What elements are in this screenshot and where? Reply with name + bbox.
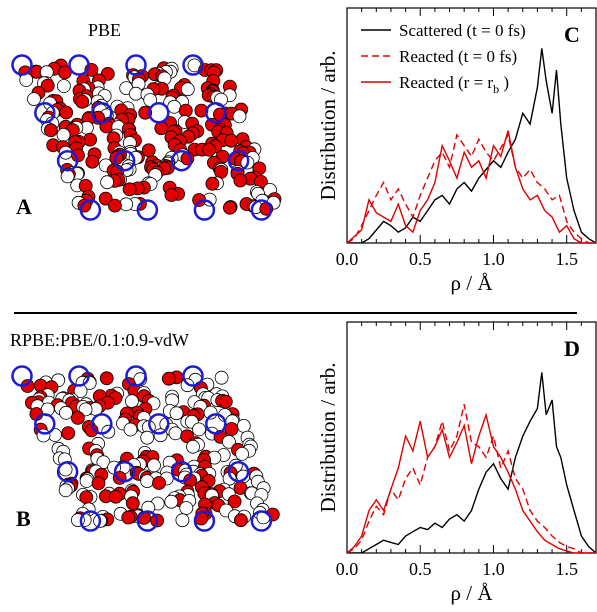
lattice-site — [108, 199, 121, 212]
lattice-site — [153, 477, 166, 490]
legend-label: Reacted (t = 0 fs) — [399, 47, 517, 66]
lattice-site — [123, 183, 136, 196]
legend-label: Scattered (t = 0 fs) — [399, 21, 526, 40]
ring-marker — [149, 103, 168, 122]
lattice-site — [237, 419, 250, 432]
lattice-site — [225, 423, 238, 436]
lattice-site — [86, 155, 99, 168]
series-line-1 — [347, 135, 596, 243]
lattice-site — [84, 133, 97, 146]
lattice-site — [234, 174, 247, 187]
panel-a-title: PBE — [88, 20, 121, 40]
y-axis-label: Distribution / arb. — [316, 51, 340, 201]
lattice-site — [219, 395, 232, 408]
lattice-site — [44, 124, 57, 137]
lattice-site — [215, 371, 228, 384]
y-axis-label: Distribution / arb. — [316, 363, 340, 513]
lattice-site — [165, 495, 178, 508]
lattice-site — [225, 134, 238, 147]
lattice-site — [141, 431, 154, 444]
lattice-site — [176, 514, 189, 527]
x-tick-label: 1.0 — [482, 249, 505, 269]
panel-a-letter: A — [16, 194, 32, 219]
lattice-site — [162, 372, 175, 385]
lattice-site — [57, 80, 70, 93]
series-line-2 — [347, 131, 596, 243]
panel-letter: C — [564, 22, 580, 47]
lattice-site — [92, 477, 105, 490]
lattice-site — [109, 490, 122, 503]
panel-letter: D — [564, 336, 580, 361]
lattice-configuration-icon — [13, 367, 280, 531]
panel-a-structure: PBE A — [13, 20, 282, 220]
x-tick-label: 0.0 — [336, 559, 359, 579]
lattice-site — [181, 83, 194, 96]
plot-frame — [347, 8, 596, 243]
lattice-site — [233, 110, 246, 123]
lattice-site — [28, 93, 41, 106]
x-tick-label: 0.5 — [409, 249, 432, 269]
legend-label: Reacted (r = rb ) — [399, 73, 509, 96]
lattice-site — [76, 95, 89, 108]
series-line-2 — [347, 415, 596, 553]
lattice-site — [57, 128, 70, 141]
lattice-site — [148, 459, 161, 472]
x-tick-label: 1.5 — [555, 249, 578, 269]
x-axis-label: ρ / Å — [451, 271, 494, 295]
lattice-site — [100, 372, 113, 385]
lattice-site — [234, 514, 247, 527]
lattice-site — [193, 423, 206, 436]
lattice-site — [60, 406, 73, 419]
lattice-configuration-icon — [13, 56, 282, 220]
lattice-site — [71, 411, 84, 424]
lattice-site — [180, 502, 193, 515]
x-tick-label: 1.5 — [555, 559, 578, 579]
lattice-site — [168, 100, 181, 113]
lattice-site — [101, 176, 114, 189]
chart-c: 0.0 0.5 1.0 1.5 ρ / Å Distribution / arb. C Sca… — [316, 8, 596, 295]
lattice-site — [170, 407, 183, 420]
x-tick-label: 0.0 — [336, 249, 359, 269]
lattice-site — [125, 395, 138, 408]
lattice-site — [165, 189, 178, 202]
lattice-site — [60, 106, 73, 119]
chart-d: 0.0 0.5 1.0 1.5 ρ / Å Distribution / arb. D — [316, 322, 596, 605]
lattice-site — [124, 423, 137, 436]
lattice-site — [62, 427, 75, 440]
ring-marker — [70, 56, 89, 75]
x-tick-label: 1.0 — [482, 559, 505, 579]
lattice-site — [203, 143, 216, 156]
panel-b-letter: B — [16, 506, 31, 531]
panel-b-structure: RPBE:PBE/0.1:0.9-vdW B — [10, 330, 279, 531]
lattice-site — [126, 497, 139, 510]
lattice-site — [169, 427, 182, 440]
lattice-site — [223, 201, 236, 214]
lattice-site — [187, 440, 200, 453]
lattice-site — [206, 177, 219, 190]
lattice-site — [122, 511, 135, 524]
lattice-site — [179, 104, 192, 117]
lattice-site — [155, 122, 168, 135]
lattice-site — [59, 484, 72, 497]
lattice-site — [129, 87, 142, 100]
x-axis-label: ρ / Å — [451, 581, 494, 605]
lattice-site — [141, 475, 154, 488]
lattice-site — [80, 491, 93, 504]
panel-b-title: RPBE:PBE/0.1:0.9-vdW — [10, 330, 189, 350]
lattice-site — [80, 475, 93, 488]
x-tick-label: 0.5 — [409, 559, 432, 579]
plot-frame — [347, 322, 596, 553]
series-line-1 — [347, 404, 596, 553]
lattice-site — [236, 447, 249, 460]
